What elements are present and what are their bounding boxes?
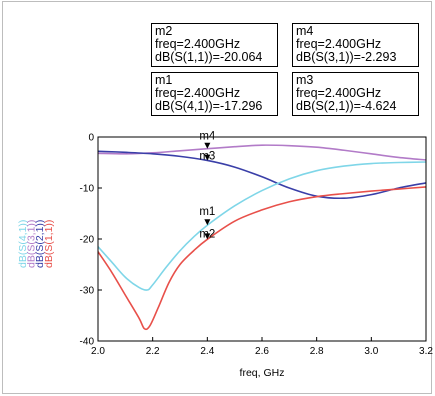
marker-label-m2: m2	[199, 228, 215, 240]
marker-label-m3: m3	[199, 151, 215, 163]
marker-freq: freq=2.400GHz	[155, 37, 241, 51]
x-tick-label: 3.2	[419, 346, 433, 357]
y-tick-label: -20	[80, 235, 95, 246]
marker-name: m4	[296, 24, 314, 38]
marker-value: dB(S(4,1))=-17.296	[155, 99, 263, 113]
x-tick-label: 2.0	[91, 346, 105, 357]
marker-freq: freq=2.400GHz	[296, 37, 382, 51]
legend: dB(S(4,1))dB(S(3,1))dB(S(2,1))dB(S(1,1))	[17, 220, 55, 268]
legend-entry: dB(S(2,1))	[34, 220, 46, 268]
x-tick-label: 3.0	[364, 346, 378, 357]
legend-entry: dB(S(3,1))	[26, 220, 38, 268]
series-line-db-s-3-1-	[98, 144, 426, 161]
marker-arrow-m4	[204, 142, 211, 149]
y-tick-label: -30	[80, 286, 95, 297]
marker-value: dB(S(1,1))=-20.064	[155, 50, 263, 64]
series-line-db-s-4-1-	[98, 161, 426, 291]
marker-label-m1: m1	[199, 206, 215, 218]
x-axis-label: freq, GHz	[240, 367, 285, 379]
legend-entry: dB(S(1,1))	[43, 220, 55, 268]
marker-box-m4: m4 freq=2.400GHz dB(S(3,1))=-2.293	[292, 23, 419, 67]
marker-name: m3	[296, 73, 314, 87]
x-tick-label: 2.2	[146, 346, 160, 357]
marker-box-m2: m2 freq=2.400GHz dB(S(1,1))=-20.064	[151, 23, 278, 67]
marker-arrow-m1	[204, 219, 211, 226]
marker-value: dB(S(2,1))=-4.624	[296, 99, 397, 113]
marker-box-m1: m1 freq=2.400GHz dB(S(4,1))=-17.296	[151, 72, 278, 116]
y-tick-label: 0	[88, 133, 94, 144]
marker-label-m4: m4	[199, 131, 216, 143]
marker-arrow-m2	[204, 233, 211, 240]
marker-freq: freq=2.400GHz	[155, 86, 241, 100]
series-line-db-s-2-1-	[98, 150, 426, 200]
y-tick-label: -10	[80, 184, 95, 195]
x-tick-label: 2.8	[310, 346, 324, 357]
marker-arrow-m3	[204, 154, 211, 161]
marker-name: m1	[155, 73, 173, 87]
y-tick-label: -40	[80, 337, 95, 348]
marker-name: m2	[155, 24, 173, 38]
legend-entry: dB(S(4,1))	[17, 220, 29, 268]
x-tick-label: 2.6	[255, 346, 269, 357]
plot-area-border	[97, 136, 427, 342]
marker-box-m3: m3 freq=2.400GHz dB(S(2,1))=-4.624	[292, 72, 419, 116]
x-tick-label: 2.4	[200, 346, 214, 357]
marker-value: dB(S(3,1))=-2.293	[296, 50, 397, 64]
marker-freq: freq=2.400GHz	[296, 86, 382, 100]
series-line-db-s-1-1-	[98, 186, 426, 331]
